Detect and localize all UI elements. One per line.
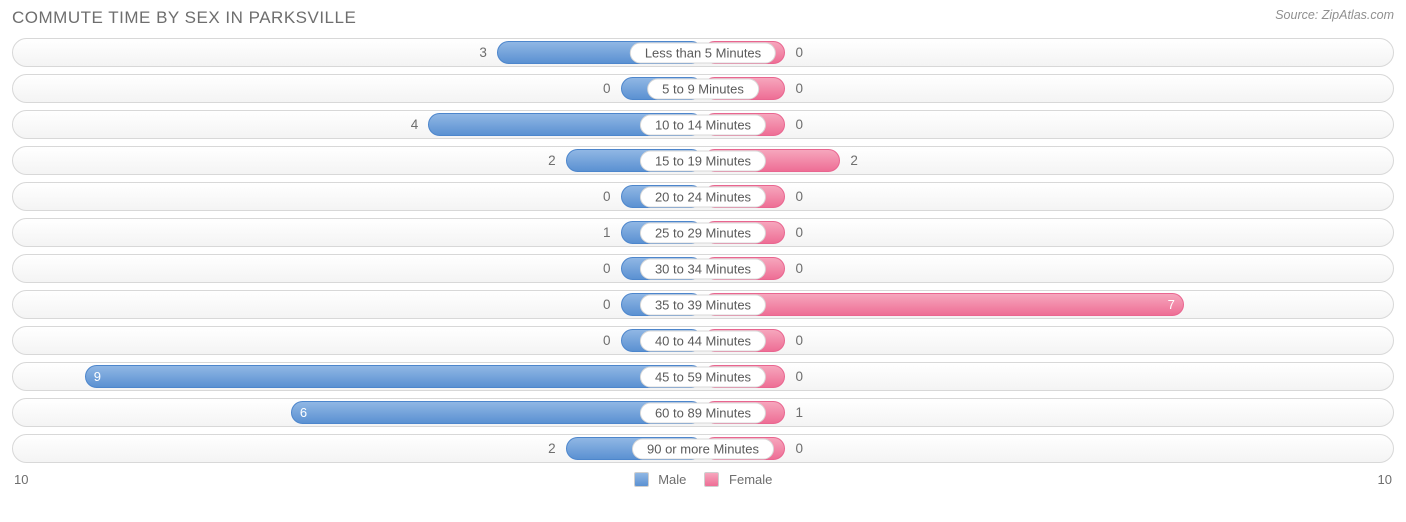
male-value: 4 <box>411 117 419 132</box>
bar-row: 0 0 30 to 34 Minutes <box>12 254 1394 283</box>
male-value: 0 <box>603 333 611 348</box>
axis-max-right: 10 <box>1378 472 1392 487</box>
male-value: 3 <box>479 45 487 60</box>
category-label: Less than 5 Minutes <box>630 42 776 63</box>
legend-item-male: Male <box>634 472 687 487</box>
legend-label-male: Male <box>658 472 686 487</box>
category-label: 90 or more Minutes <box>632 438 774 459</box>
category-label: 15 to 19 Minutes <box>640 150 766 171</box>
bar-row: 0 7 35 to 39 Minutes <box>12 290 1394 319</box>
legend: Male Female <box>28 472 1377 487</box>
chart-header: COMMUTE TIME BY SEX IN PARKSVILLE Source… <box>0 0 1406 34</box>
bar-row: 2 2 15 to 19 Minutes <box>12 146 1394 175</box>
female-value: 0 <box>795 261 803 276</box>
bar-row: 0 0 20 to 24 Minutes <box>12 182 1394 211</box>
female-value: 0 <box>795 45 803 60</box>
male-value: 0 <box>603 189 611 204</box>
legend-item-female: Female <box>704 472 772 487</box>
bar-row: 9 0 45 to 59 Minutes <box>12 362 1394 391</box>
axis-max-left: 10 <box>14 472 28 487</box>
female-value: 0 <box>795 333 803 348</box>
category-label: 20 to 24 Minutes <box>640 186 766 207</box>
male-value: 1 <box>603 225 611 240</box>
bar-row: 2 0 90 or more Minutes <box>12 434 1394 463</box>
bar-row: 0 0 5 to 9 Minutes <box>12 74 1394 103</box>
female-value: 0 <box>795 369 803 384</box>
chart-footer: 10 Male Female 10 <box>0 470 1406 487</box>
female-value: 1 <box>795 405 803 420</box>
male-value: 9 <box>94 369 101 384</box>
category-label: 5 to 9 Minutes <box>647 78 759 99</box>
female-bar: 7 <box>703 293 1184 316</box>
male-value: 0 <box>603 81 611 96</box>
male-value: 2 <box>548 441 556 456</box>
chart-title: COMMUTE TIME BY SEX IN PARKSVILLE <box>12 8 356 28</box>
bar-row: 6 1 60 to 89 Minutes <box>12 398 1394 427</box>
male-value: 0 <box>603 261 611 276</box>
female-value: 0 <box>795 225 803 240</box>
legend-swatch-male <box>634 472 649 487</box>
category-label: 30 to 34 Minutes <box>640 258 766 279</box>
category-label: 60 to 89 Minutes <box>640 402 766 423</box>
bar-row: 3 0 Less than 5 Minutes <box>12 38 1394 67</box>
male-value: 6 <box>300 405 307 420</box>
bar-row: 1 0 25 to 29 Minutes <box>12 218 1394 247</box>
category-label: 35 to 39 Minutes <box>640 294 766 315</box>
bar-row: 4 0 10 to 14 Minutes <box>12 110 1394 139</box>
legend-swatch-female <box>704 472 719 487</box>
category-label: 10 to 14 Minutes <box>640 114 766 135</box>
female-value: 0 <box>795 81 803 96</box>
female-value: 7 <box>1168 297 1175 312</box>
category-label: 25 to 29 Minutes <box>640 222 766 243</box>
diverging-bar-chart: 30Less than 5 Minutes005 to 9 Minutes401… <box>0 34 1406 463</box>
female-value: 2 <box>850 153 858 168</box>
category-label: 45 to 59 Minutes <box>640 366 766 387</box>
female-value: 0 <box>795 441 803 456</box>
female-value: 0 <box>795 189 803 204</box>
chart-source: Source: ZipAtlas.com <box>1275 8 1394 22</box>
legend-label-female: Female <box>729 472 772 487</box>
female-value: 0 <box>795 117 803 132</box>
category-label: 40 to 44 Minutes <box>640 330 766 351</box>
male-bar: 9 <box>85 365 703 388</box>
male-value: 2 <box>548 153 556 168</box>
bar-row: 0 0 40 to 44 Minutes <box>12 326 1394 355</box>
male-value: 0 <box>603 297 611 312</box>
